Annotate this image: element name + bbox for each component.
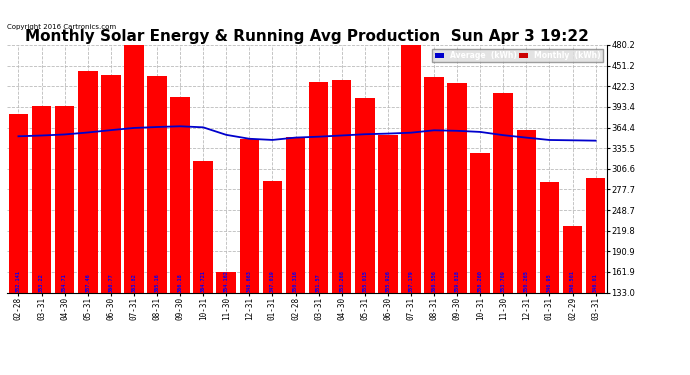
- Title: Monthly Solar Energy & Running Avg Production  Sun Apr 3 19:22: Monthly Solar Energy & Running Avg Produ…: [25, 29, 589, 44]
- Text: 353.22: 353.22: [39, 273, 44, 292]
- Bar: [239, 139, 259, 292]
- Text: 350.316: 350.316: [293, 270, 298, 292]
- Text: 348.663: 348.663: [247, 270, 252, 292]
- Bar: [309, 82, 328, 292]
- Bar: [263, 180, 282, 292]
- Text: 346.95: 346.95: [547, 273, 552, 292]
- Text: 355.926: 355.926: [385, 270, 391, 292]
- Bar: [170, 98, 190, 292]
- Bar: [517, 130, 536, 292]
- Bar: [424, 77, 444, 292]
- Bar: [217, 272, 236, 292]
- Text: 347.019: 347.019: [270, 270, 275, 292]
- Bar: [401, 39, 421, 292]
- Legend: Average  (kWh), Monthly  (kWh): Average (kWh), Monthly (kWh): [433, 49, 603, 62]
- Text: 359.818: 359.818: [455, 270, 460, 292]
- Bar: [447, 83, 467, 292]
- Text: 353.268: 353.268: [339, 270, 344, 292]
- Text: 354.71: 354.71: [62, 273, 67, 292]
- Bar: [193, 161, 213, 292]
- Text: 357.179: 357.179: [408, 270, 413, 292]
- Text: 354.162: 354.162: [224, 270, 229, 292]
- Bar: [78, 71, 97, 292]
- Bar: [540, 182, 560, 292]
- Text: 353.709: 353.709: [501, 270, 506, 292]
- Bar: [101, 75, 121, 292]
- Bar: [55, 106, 75, 292]
- Bar: [493, 93, 513, 292]
- Bar: [355, 98, 375, 292]
- Text: 355.015: 355.015: [362, 270, 367, 292]
- Bar: [286, 137, 305, 292]
- Text: 363.82: 363.82: [131, 273, 137, 292]
- Text: 350.265: 350.265: [524, 270, 529, 292]
- Text: 366.18: 366.18: [177, 273, 183, 292]
- Text: 360.556: 360.556: [431, 270, 437, 292]
- Text: Copyright 2016 Cartronics.com: Copyright 2016 Cartronics.com: [7, 24, 116, 30]
- Text: 351.57: 351.57: [316, 273, 321, 292]
- Bar: [563, 226, 582, 292]
- Text: 357.46: 357.46: [85, 273, 90, 292]
- Bar: [124, 40, 144, 292]
- Bar: [586, 178, 605, 292]
- Text: 360.77: 360.77: [108, 273, 113, 292]
- Bar: [32, 106, 51, 292]
- Text: 346.501: 346.501: [570, 270, 575, 292]
- Text: 352.141: 352.141: [16, 270, 21, 292]
- Bar: [332, 80, 351, 292]
- Text: 364.721: 364.721: [201, 270, 206, 292]
- Bar: [147, 76, 167, 292]
- Bar: [471, 153, 490, 292]
- Bar: [378, 135, 397, 292]
- Bar: [9, 114, 28, 292]
- Text: 365.16: 365.16: [155, 273, 159, 292]
- Text: 358.260: 358.260: [477, 270, 483, 292]
- Text: 346.01: 346.01: [593, 273, 598, 292]
